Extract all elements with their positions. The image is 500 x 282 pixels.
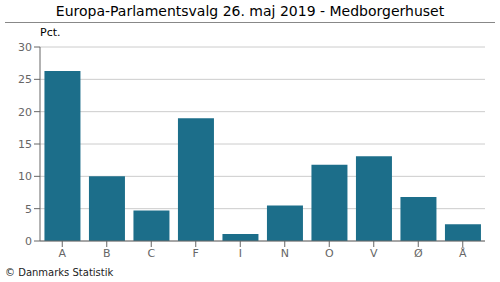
svg-text:Å: Å	[459, 247, 467, 260]
svg-text:0: 0	[25, 235, 32, 248]
svg-text:20: 20	[18, 106, 32, 119]
html-text:© Danmarks Statistik: © Danmarks Statistik	[5, 267, 114, 278]
svg-text:B: B	[103, 247, 111, 260]
html-text:Pct.: Pct.	[40, 26, 61, 39]
svg-text:25: 25	[18, 73, 32, 86]
svg-text:15: 15	[18, 138, 32, 151]
svg-text:F: F	[193, 247, 199, 260]
svg-text:10: 10	[18, 170, 32, 183]
html-text:Europa-Parlamentsvalg 26. maj: Europa-Parlamentsvalg 26. maj 2019 - Med…	[55, 3, 445, 19]
svg-text:I: I	[239, 247, 242, 260]
svg-text:C: C	[147, 247, 155, 260]
svg-text:5: 5	[25, 203, 32, 216]
svg-text:V: V	[370, 247, 378, 260]
svg-text:Ø: Ø	[414, 247, 423, 260]
svg-text:30: 30	[18, 41, 32, 54]
svg-text:N: N	[281, 247, 289, 260]
svg-text:O: O	[325, 247, 334, 260]
svg-text:A: A	[58, 247, 66, 260]
